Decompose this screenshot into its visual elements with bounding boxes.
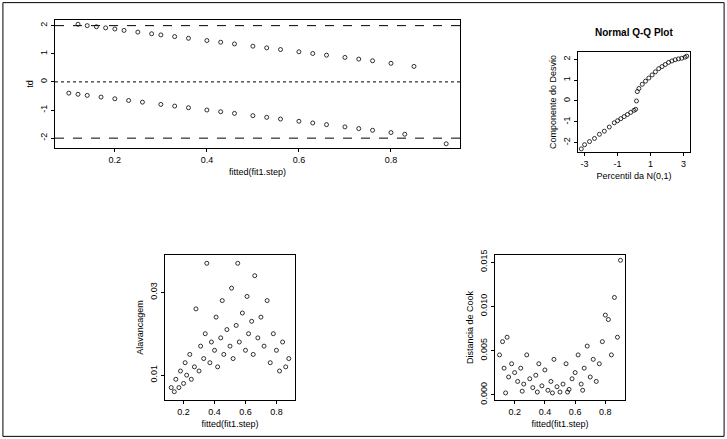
svg-text:0.2: 0.2 [508,407,521,417]
svg-text:0.4: 0.4 [539,407,552,417]
svg-text:-1: -1 [562,116,572,124]
svg-text:0.6: 0.6 [293,155,306,165]
svg-text:0.8: 0.8 [270,407,283,417]
svg-text:0.010: 0.010 [479,294,489,317]
svg-text:0.000: 0.000 [479,382,489,405]
svg-text:fitted(fit1.step): fitted(fit1.step) [201,419,258,429]
svg-text:0.03: 0.03 [149,282,159,300]
svg-text:0.6: 0.6 [569,407,582,417]
svg-text:2: 2 [39,22,49,27]
svg-text:0: 0 [39,78,49,83]
svg-text:1: 1 [39,50,49,55]
svg-text:0.4: 0.4 [208,407,221,417]
svg-text:-2: -2 [39,133,49,141]
svg-text:1: 1 [562,76,572,81]
svg-text:fitted(fit1.step): fitted(fit1.step) [531,419,588,429]
svg-text:0: 0 [562,97,572,102]
svg-text:0.4: 0.4 [201,155,214,165]
svg-text:0.8: 0.8 [385,155,398,165]
svg-text:1: 1 [648,159,653,169]
svg-text:3: 3 [681,159,686,169]
svg-text:fitted(fit1.step): fitted(fit1.step) [229,167,286,177]
svg-text:Normal Q-Q Plot: Normal Q-Q Plot [595,27,673,38]
svg-text:-1: -1 [39,105,49,113]
svg-text:0.8: 0.8 [599,407,612,417]
svg-text:0.6: 0.6 [239,407,252,417]
svg-text:2: 2 [562,55,572,60]
svg-text:Alavancagem: Alavancagem [135,300,145,355]
svg-text:Distancia de Cook: Distancia de Cook [465,290,475,364]
svg-text:td: td [25,80,35,88]
svg-text:0.01: 0.01 [149,365,159,383]
svg-text:-3: -3 [581,159,589,169]
svg-text:0.2: 0.2 [177,407,190,417]
svg-text:0.015: 0.015 [479,249,489,272]
svg-text:0.2: 0.2 [109,155,122,165]
svg-text:Percentil da N(0,1): Percentil da N(0,1) [596,171,671,181]
svg-text:-1: -1 [614,159,622,169]
svg-text:0.005: 0.005 [479,338,489,361]
svg-text:-2: -2 [562,137,572,145]
svg-text:Componente do Desvio: Componente do Desvio [548,55,558,149]
